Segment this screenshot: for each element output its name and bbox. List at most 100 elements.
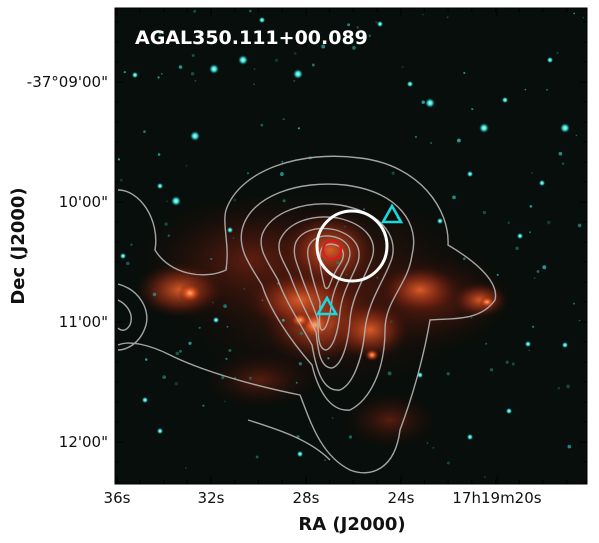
faint-star: [485, 342, 488, 345]
faint-star: [117, 158, 121, 161]
faint-star: [347, 34, 350, 37]
faint-star: [348, 435, 353, 439]
faint-star: [344, 225, 346, 228]
faint-star: [202, 404, 205, 407]
faint-star: [143, 130, 146, 134]
faint-star: [293, 79, 296, 83]
faint-star: [331, 417, 334, 419]
star: [296, 450, 304, 458]
faint-star: [185, 467, 187, 469]
peak-red-circle: [321, 239, 343, 261]
faint-star: [336, 261, 340, 265]
faint-star: [368, 34, 372, 37]
faint-star: [297, 127, 301, 130]
faint-star: [546, 220, 551, 225]
faint-star: [363, 208, 365, 210]
faint-star: [524, 88, 527, 91]
faint-star: [249, 9, 252, 13]
star: [546, 56, 554, 64]
faint-star: [536, 270, 540, 273]
plot-frame: [114, 7, 588, 485]
faint-star: [161, 73, 163, 75]
star: [190, 131, 200, 141]
faint-star: [274, 58, 278, 62]
faint-star: [260, 123, 264, 127]
faint-star: [533, 277, 536, 280]
faint-star: [293, 52, 297, 55]
faint-star: [311, 63, 315, 67]
faint-star: [298, 362, 303, 366]
triangle-marker-2: [315, 295, 339, 316]
faint-star: [572, 302, 576, 305]
faint-star: [212, 301, 214, 304]
faint-star: [255, 455, 259, 459]
faint-star: [505, 360, 509, 364]
tick-marks: [115, 8, 587, 484]
faint-star: [507, 221, 510, 225]
faint-star: [482, 210, 487, 215]
faint-star: [193, 9, 197, 13]
faint-star: [484, 476, 486, 478]
faint-star: [456, 138, 461, 143]
faint-star: [556, 51, 559, 55]
faint-star: [224, 400, 227, 403]
y-tick-label: 10'00": [59, 193, 108, 211]
faint-star: [356, 26, 359, 29]
star: [505, 407, 513, 415]
faint-star: [158, 32, 162, 35]
faint-star: [167, 234, 171, 237]
star: [131, 71, 139, 79]
faint-star: [528, 349, 530, 352]
x-tick-label: 24s: [388, 489, 415, 507]
faint-star: [198, 32, 203, 37]
faint-star: [281, 160, 284, 163]
faint-star: [225, 357, 228, 360]
faint-star: [162, 375, 167, 379]
faint-star: [421, 100, 425, 104]
triangle-marker-1: [380, 203, 404, 224]
x-tick-label: 32s: [198, 489, 225, 507]
star: [238, 55, 248, 65]
faint-star: [327, 357, 330, 360]
faint-star: [489, 368, 494, 372]
faint-star: [191, 54, 195, 57]
faint-star: [324, 459, 326, 462]
faint-star: [233, 198, 237, 202]
faint-star: [471, 107, 474, 111]
faint-star: [279, 172, 284, 176]
faint-star: [248, 376, 253, 380]
faint-star: [347, 23, 351, 27]
faint-star: [546, 88, 548, 91]
x-tick-label: 36s: [104, 489, 131, 507]
faint-star: [243, 288, 245, 290]
star: [119, 252, 127, 260]
faint-star: [567, 444, 572, 449]
faint-star: [375, 21, 378, 24]
faint-star: [119, 178, 123, 182]
star-field: [117, 9, 585, 478]
faint-star: [582, 16, 585, 19]
x-tick-labels: 36s 32s 28s 24s 17h19m20s: [104, 489, 542, 507]
y-tick-labels: -37°09'00" 10'00" 11'00" 12'00": [27, 73, 108, 451]
faint-star: [401, 65, 404, 69]
faint-star: [528, 231, 532, 234]
faint-star: [321, 44, 326, 49]
star: [141, 396, 149, 404]
star: [516, 232, 524, 240]
faint-star: [130, 243, 133, 246]
faint-star: [345, 273, 348, 276]
star: [156, 182, 164, 190]
faint-star: [511, 362, 515, 366]
star: [171, 196, 181, 206]
faint-star: [210, 257, 213, 261]
faint-star: [221, 376, 225, 380]
overlay-markers: [315, 203, 404, 316]
star: [425, 98, 435, 108]
faint-star: [179, 349, 182, 353]
faint-star: [174, 381, 179, 386]
faint-star: [261, 299, 264, 302]
faint-star: [188, 341, 192, 345]
source-name: AGAL350.111+00.089: [135, 27, 368, 49]
star: [479, 123, 489, 133]
